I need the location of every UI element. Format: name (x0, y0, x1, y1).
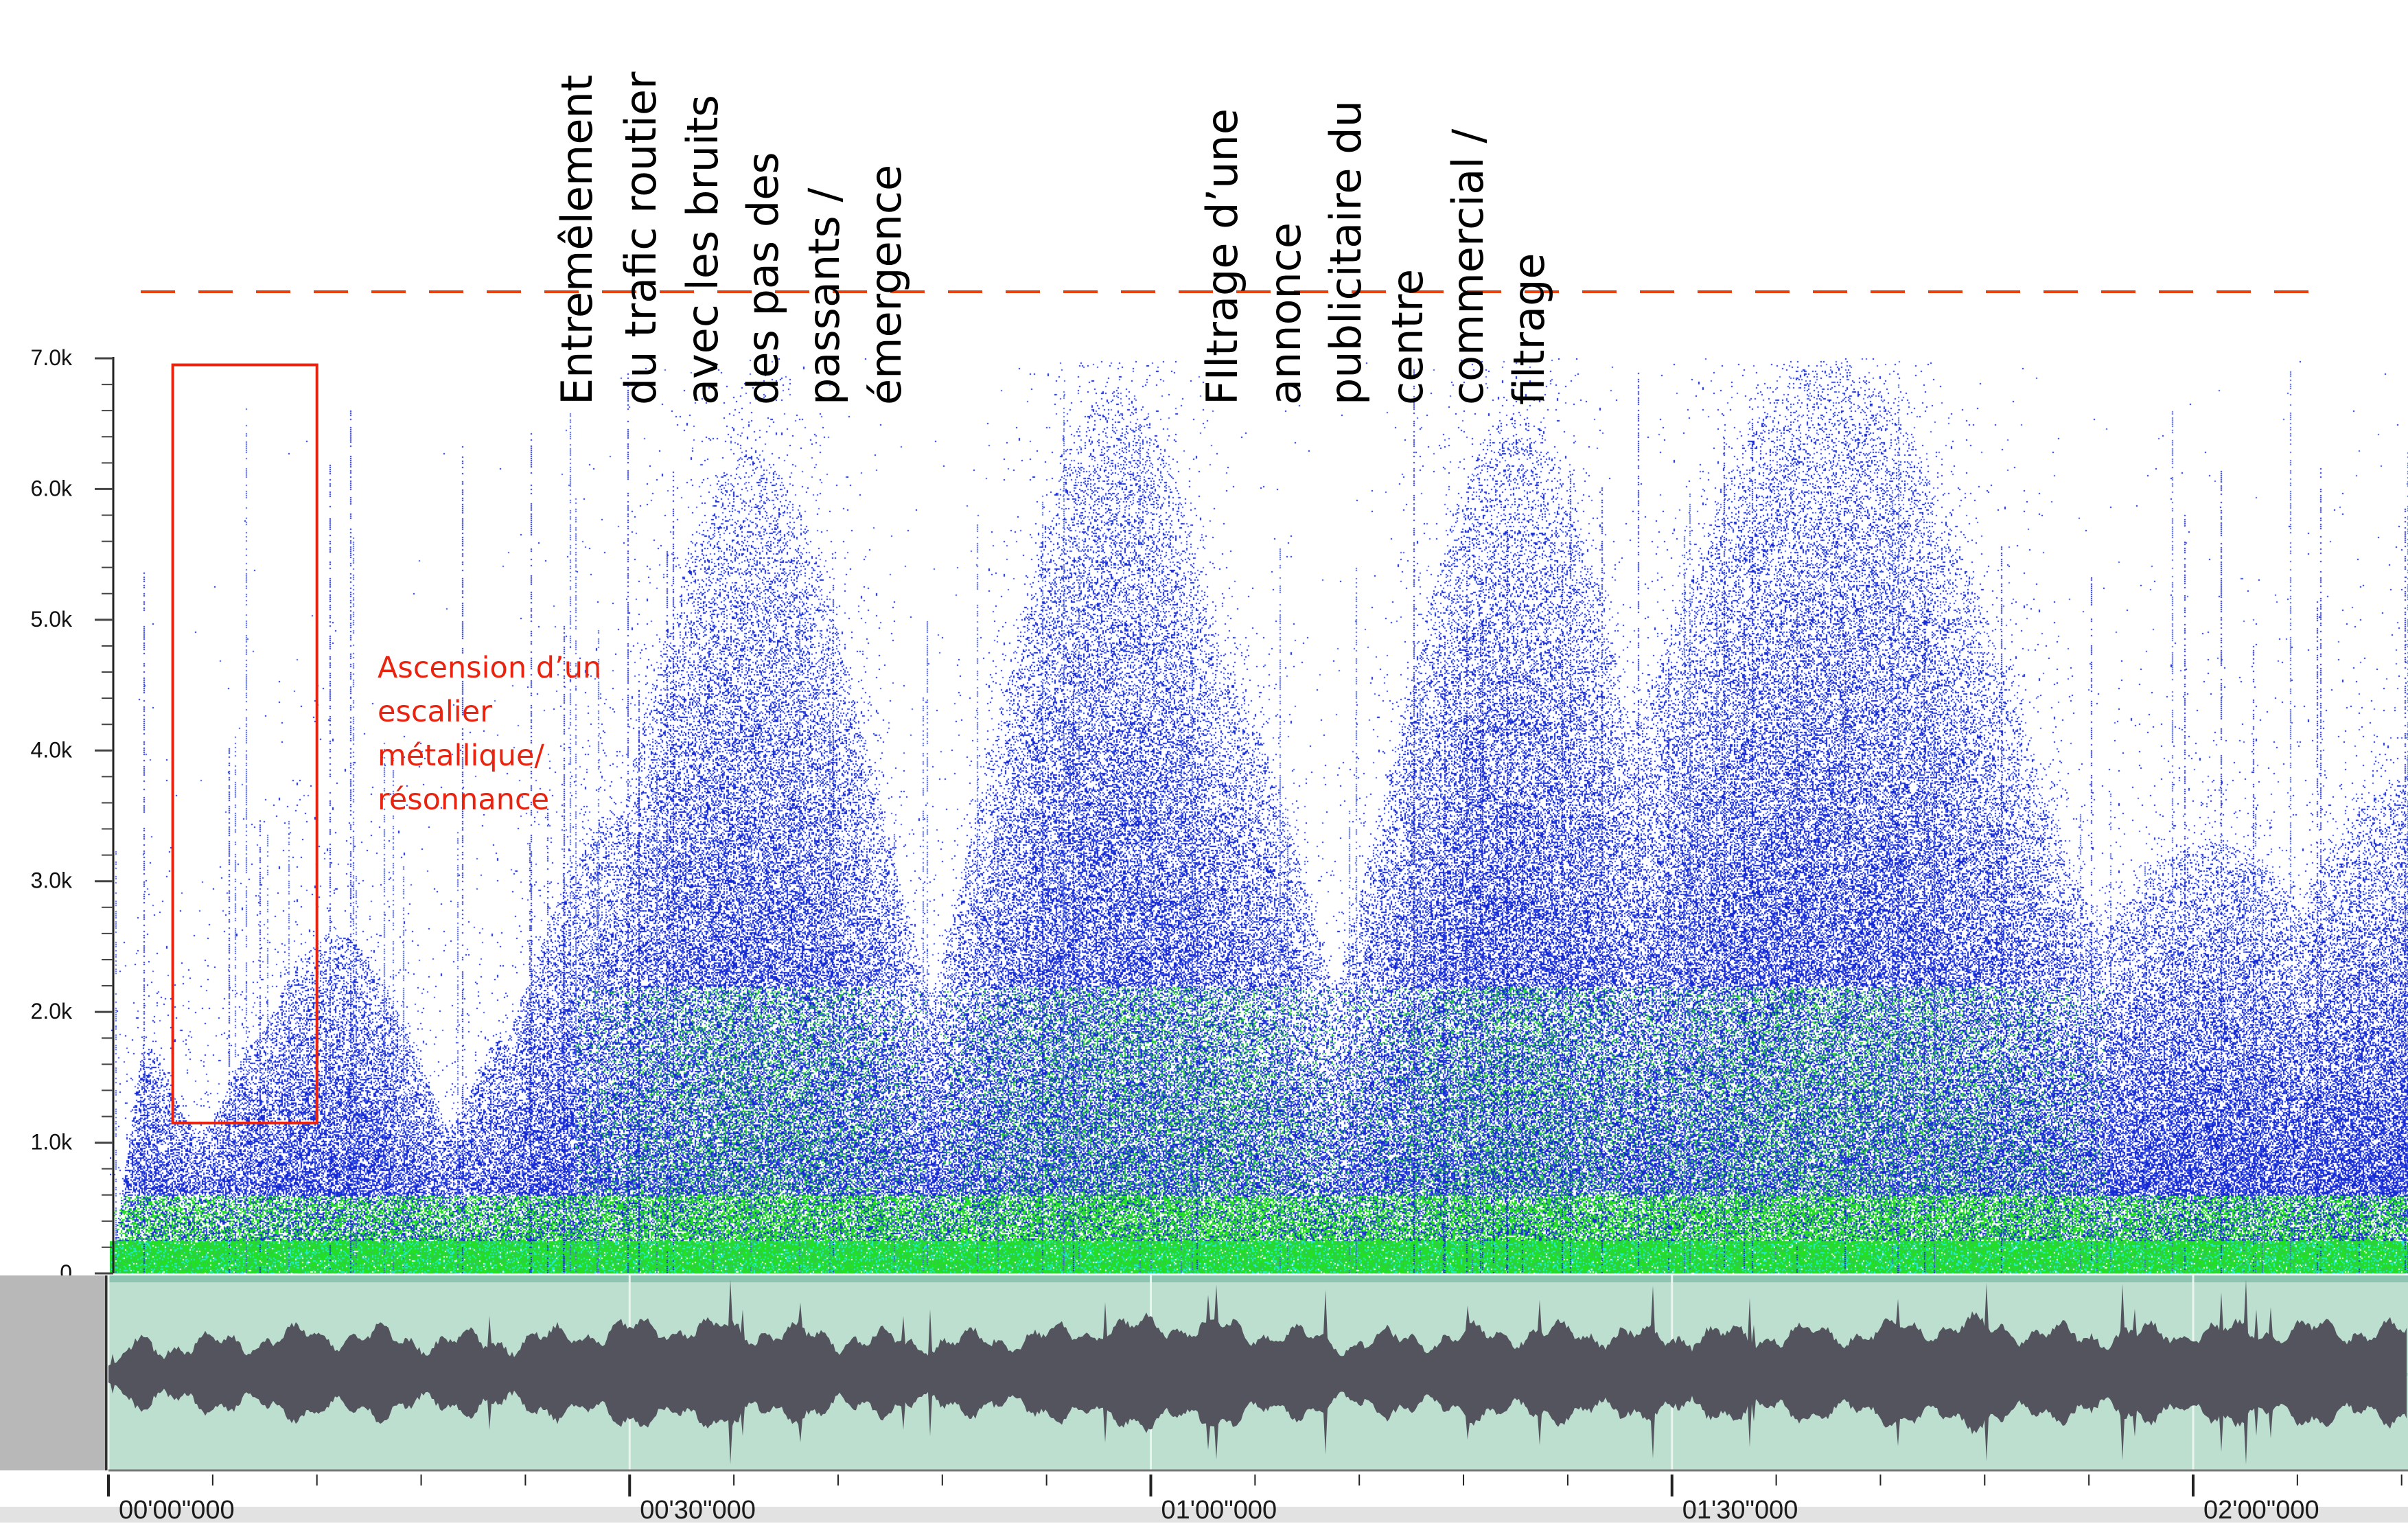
stairs-annotation-label: résonnance (378, 783, 549, 817)
stairs-annotation-box (171, 363, 319, 1125)
announcement-label-line: annonce (1260, 222, 1310, 405)
announcement-label-line: publicitaire du (1321, 100, 1371, 405)
frequency-tick-label: 1.0k (31, 1130, 73, 1155)
traffic-label-line: avec les bruits (678, 95, 728, 405)
frequency-tick-label: 3.0k (31, 868, 73, 893)
waveform-top-band (108, 1275, 2408, 1282)
time-axis: 00'00"000 00'30"000 01'00"000 01'30"000 02'0… (0, 1472, 2408, 1525)
traffic-label-line: passants / (799, 187, 849, 405)
traffic-label-line: émergence (861, 165, 911, 405)
traffic-label-line: des pas des (738, 152, 788, 405)
frequency-tick-label: 4.0k (31, 737, 73, 762)
frequency-tick-label: 6.0k (31, 476, 73, 500)
announcement-label-line: filtrage (1504, 253, 1554, 405)
stairs-annotation-label: escalier (378, 695, 492, 729)
stairs-annotation-label: métallique/ (378, 739, 544, 773)
stairs-annotation-label: Ascension d’un (378, 651, 601, 685)
time-tick-label: 01'30"000 (1682, 1496, 1798, 1523)
spectrogram-plot (110, 358, 2408, 1273)
traffic-label-line: du trafic routier (616, 71, 666, 405)
time-tick-label: 01'00"000 (1161, 1496, 1277, 1523)
annotation-layer: Ascension d’un escalier métallique/résonna… (141, 71, 2310, 1125)
frequency-tick-label: 7.0k (31, 345, 73, 370)
time-tick-label: 00'00"000 (119, 1496, 235, 1523)
waveform-envelope (108, 1279, 2407, 1465)
announcement-label-line: centre (1382, 269, 1433, 405)
frequency-tick-label: 5.0k (31, 607, 73, 632)
announcement-label-line: commercial / (1443, 129, 1493, 405)
announcement-label-line: FIltrage d’une (1197, 108, 1247, 405)
spectrogram-image (110, 358, 2408, 1273)
time-tick-label: 00'30"000 (640, 1496, 756, 1523)
time-axis-bottom-band (0, 1507, 2408, 1523)
frequency-tick-label: 2.0k (31, 999, 73, 1024)
time-tick-label: 02'00"000 (2203, 1496, 2319, 1523)
waveform-gutter (0, 1275, 106, 1470)
traffic-label-line: Entremêlement (552, 75, 602, 405)
frequency-axis: 01.0k2.0k3.0k4.0k5.0k6.0k7.0k (31, 345, 115, 1285)
waveform-panel (0, 1275, 2408, 1472)
